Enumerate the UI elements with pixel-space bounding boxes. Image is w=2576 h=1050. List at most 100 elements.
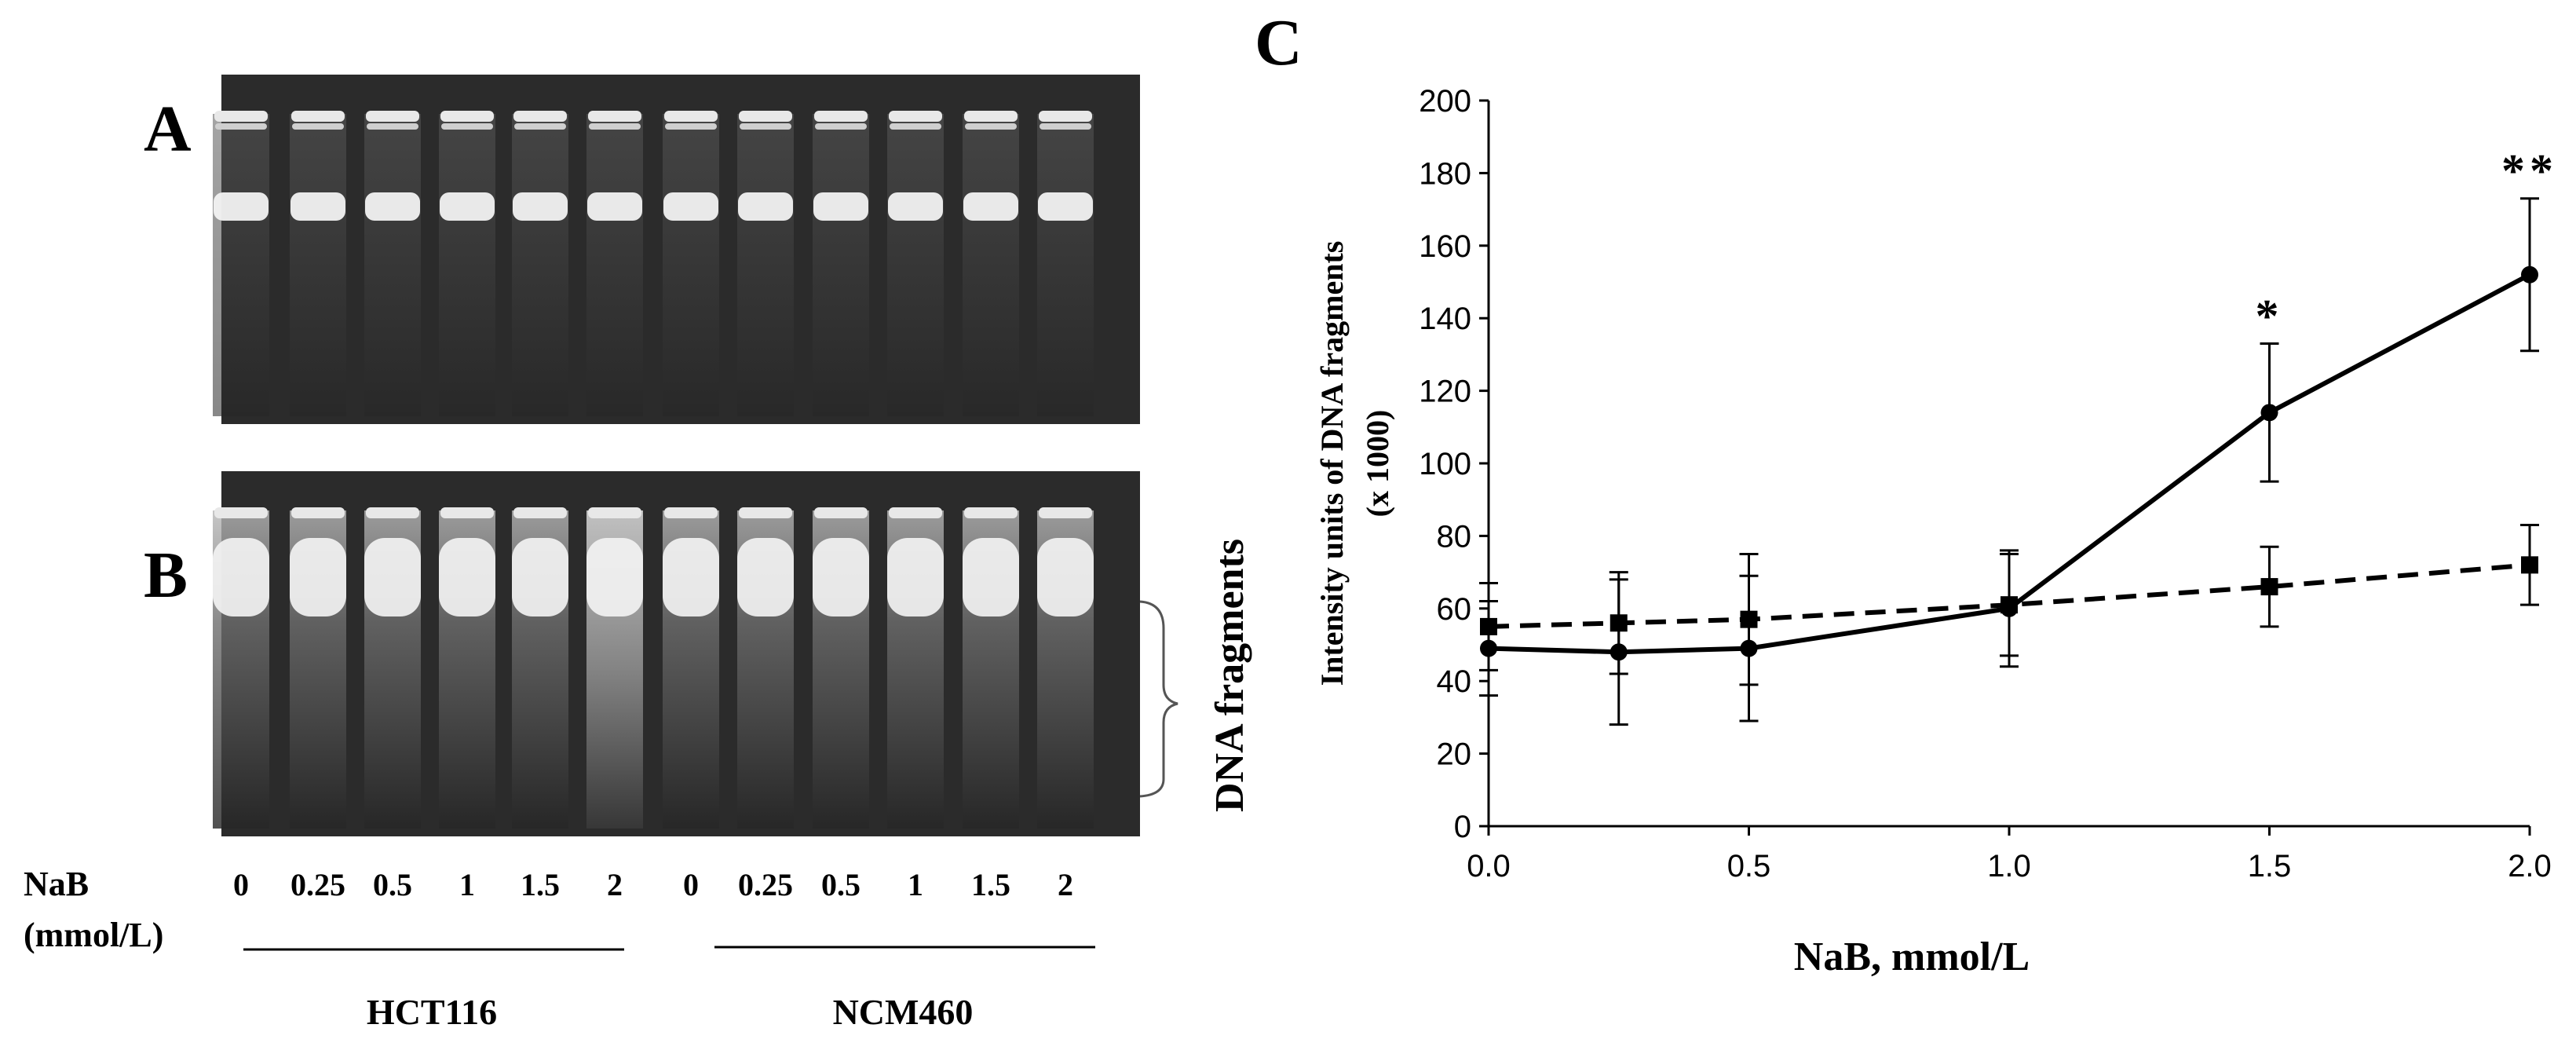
data-point — [2260, 578, 2278, 596]
lane-smear — [963, 114, 1019, 416]
gel-lane — [364, 111, 421, 416]
lane-label: 1.5 — [521, 867, 560, 902]
y-tick-label: 0 — [1454, 810, 1471, 844]
gel-lane — [663, 507, 719, 829]
well-band — [291, 111, 345, 122]
data-point — [2260, 404, 2278, 422]
well-band — [588, 507, 641, 518]
well-band — [513, 507, 567, 518]
genomic-band — [587, 192, 642, 221]
y-tick-label: 100 — [1419, 447, 1471, 481]
gel-lane — [887, 507, 944, 829]
x-tick-label: 2.0 — [2508, 849, 2552, 884]
x-axis-label: NaB, mmol/L — [1794, 935, 2030, 979]
panel-b-label: B — [144, 539, 188, 612]
well-band-secondary — [815, 123, 867, 130]
y-tick-label: 40 — [1437, 664, 1472, 699]
lane-labels: 0 0.25 0.5 1 1.5 2 0 0.25 0.5 1 1.5 2 — [233, 867, 1073, 902]
y-tick-label: 80 — [1437, 519, 1472, 554]
well-band — [664, 111, 718, 122]
y-axis-label-line1: Intensity units of DNA fragments — [1314, 241, 1350, 686]
annotation-layer: *** — [2256, 145, 2558, 342]
gel-lane — [290, 111, 346, 416]
lane-label: 0.25 — [738, 867, 793, 902]
fragment-bracket — [1139, 600, 1178, 798]
genomic-band — [663, 192, 718, 221]
panel-c-label: C — [1255, 6, 1303, 79]
genomic-band — [512, 538, 568, 616]
well-band — [366, 111, 419, 122]
gel-lane — [737, 111, 794, 416]
genomic-band — [364, 538, 421, 616]
x-tick-label: 0.5 — [1727, 849, 1771, 884]
data-point — [2001, 596, 2018, 614]
genomic-band — [1038, 192, 1093, 221]
y-tick-label: 200 — [1419, 84, 1471, 119]
genomic-band — [813, 192, 868, 221]
gel-lane — [213, 507, 269, 829]
series-line — [1488, 273, 2531, 655]
genomic-band — [1037, 538, 1094, 616]
data-point — [1610, 614, 1628, 632]
gel-lane — [364, 507, 421, 829]
gel-lane — [439, 111, 495, 416]
line-chart: 0 20 40 60 80 100 120 140 160 180 200 0.0 0.5 1.0 1.5… — [1314, 84, 2558, 979]
gel-lane — [813, 507, 869, 829]
well-band-secondary — [441, 123, 493, 130]
gel-image-a — [213, 75, 1140, 424]
group-label-hct116: HCT116 — [367, 992, 497, 1032]
y-tick-label: 20 — [1437, 737, 1472, 772]
lane-smear — [663, 114, 719, 416]
well-band — [366, 507, 419, 518]
well-band — [513, 111, 567, 122]
genomic-band — [963, 192, 1018, 221]
panel-a-label: A — [144, 93, 192, 166]
well-band — [814, 507, 868, 518]
gel-lane — [1037, 111, 1094, 416]
well-band — [814, 111, 868, 122]
well-band — [889, 507, 942, 518]
lane-label: 0.5 — [821, 867, 860, 902]
well-band-secondary — [890, 123, 941, 130]
well-band — [739, 507, 792, 518]
genomic-band — [290, 538, 346, 616]
group-label-ncm460: NCM460 — [833, 992, 974, 1032]
gel-lane — [512, 507, 568, 829]
lane-label: 2 — [1058, 867, 1073, 902]
well-band — [440, 507, 494, 518]
genomic-band — [290, 192, 345, 221]
series — [1479, 524, 2539, 686]
well-band-secondary — [965, 123, 1017, 130]
gel-lane — [663, 111, 719, 416]
x-tick-label: 0.0 — [1467, 849, 1511, 884]
well-band — [214, 111, 268, 122]
well-band — [214, 507, 268, 518]
data-point — [1740, 610, 1758, 628]
x-tick-label: 1.5 — [2248, 849, 2292, 884]
well-band — [291, 507, 345, 518]
genomic-band — [888, 192, 943, 221]
genomic-band — [439, 538, 495, 616]
lane-smear — [1037, 114, 1094, 416]
genomic-band — [586, 538, 643, 616]
genomic-band — [663, 538, 719, 616]
lane-smear — [586, 114, 643, 416]
lane-smear — [290, 114, 346, 416]
well-band-secondary — [292, 123, 344, 130]
data-point — [2521, 556, 2538, 574]
genomic-band — [365, 192, 420, 221]
gel-lane — [213, 111, 269, 416]
lane-smear — [213, 114, 269, 416]
lane-smear — [737, 114, 794, 416]
unit-label: (mmol/L) — [24, 916, 163, 954]
nab-label: NaB — [24, 865, 89, 903]
significance-marker: ** — [2501, 145, 2558, 197]
dna-fragments-label: DNA fragments — [1208, 539, 1252, 812]
data-point — [2521, 265, 2538, 284]
genomic-band — [440, 192, 495, 221]
gel-lane — [512, 111, 568, 416]
lane-label: 0.5 — [373, 867, 412, 902]
genomic-band — [513, 192, 568, 221]
well-band-secondary — [665, 123, 717, 130]
